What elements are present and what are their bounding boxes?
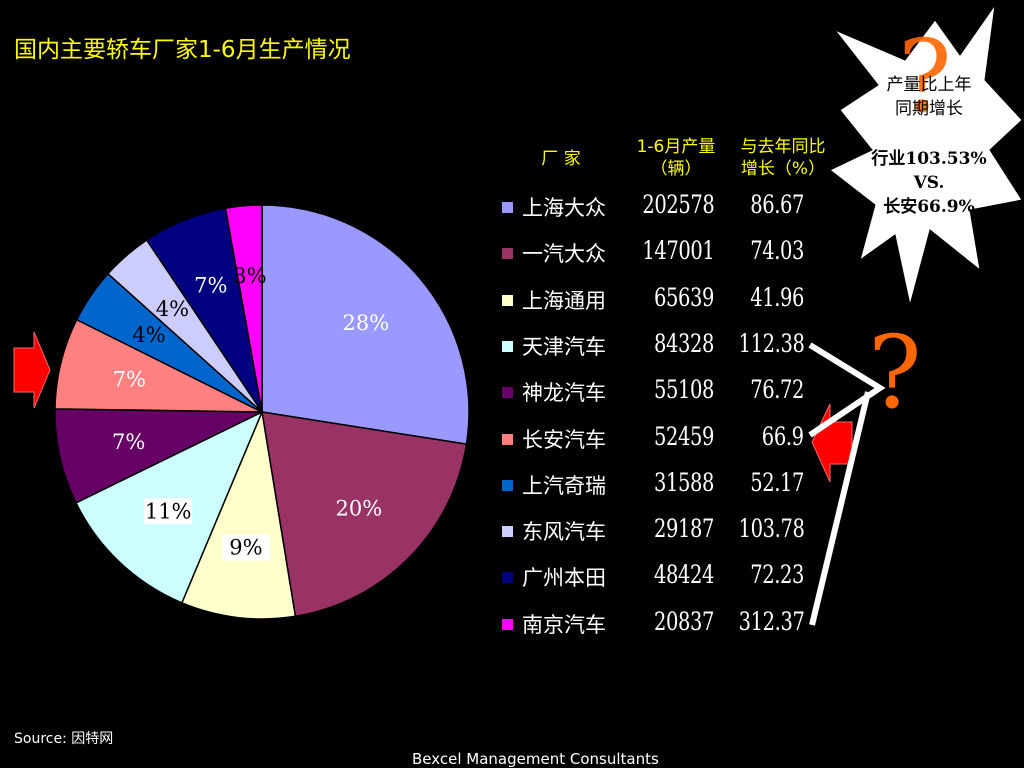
production-value: 147001: [641, 236, 714, 266]
pie-label-5: 7%: [112, 430, 145, 454]
production-value: 65639: [653, 282, 714, 312]
growth-value: 74.03: [750, 236, 804, 266]
maker-name: 天津汽车: [522, 334, 606, 359]
source-note: Source: 因特网: [14, 731, 114, 747]
legend-swatch: [502, 526, 513, 538]
table-row: 天津汽车 84328 112.38: [498, 328, 818, 377]
maker-name: 一汽大众: [522, 242, 606, 267]
legend-swatch: [502, 340, 513, 352]
col-header-growth-line2: 增长（%）: [740, 159, 826, 179]
pie-slice-1: [261, 204, 470, 445]
pie-label-4: 11%: [145, 499, 192, 523]
legend-swatch: [502, 618, 513, 630]
growth-value: 312.37: [738, 606, 804, 636]
col-header-production-line2: （辆）: [650, 159, 702, 179]
production-value: 202578: [641, 190, 714, 219]
callout-line2: 同期增长: [895, 99, 963, 119]
pie-label-bg-3: [221, 534, 270, 561]
legend-swatch: [502, 387, 513, 399]
growth-value: 86.67: [750, 190, 804, 219]
table-row: 上汽奇瑞 31588 52.17: [498, 467, 818, 516]
table-row: 上海大众 202578 86.67: [498, 190, 818, 238]
pie-label-7: 4%: [132, 323, 165, 347]
pie-label-1: 28%: [342, 311, 389, 335]
growth-value: 66.9: [762, 421, 804, 451]
callout-line1: 产量比上年: [886, 75, 972, 95]
legend-swatch: [502, 433, 513, 445]
legend-swatch: [502, 248, 513, 260]
table-row: 东风汽车 29187 103.78: [498, 514, 818, 562]
table-row: 南京汽车 20837 312.37: [498, 606, 818, 655]
maker-name: 上海大众: [522, 196, 606, 220]
pie-slice-2: [261, 411, 468, 618]
pie-label-6: 7%: [113, 368, 146, 392]
question-mark-large: ?: [868, 314, 922, 431]
production-value: 20837: [653, 606, 714, 636]
production-value: 29187: [653, 514, 714, 544]
col-header-growth-line1: 与去年同比: [740, 137, 826, 157]
growth-value: 52.17: [750, 467, 804, 497]
pie-label-8: 4%: [156, 297, 189, 321]
growth-value: 103.78: [738, 514, 804, 544]
table-row: 广州本田 48424 72.23: [498, 560, 818, 608]
legend-swatch: [502, 202, 513, 213]
production-value: 84328: [653, 328, 714, 358]
table-row: 一汽大众 147001 74.03: [498, 236, 818, 284]
pie-label-2: 20%: [336, 496, 383, 520]
legend-swatch: [502, 572, 513, 584]
maker-name: 神龙汽车: [522, 381, 606, 406]
table-row: 上海通用 65639 41.96: [498, 282, 818, 331]
table-row: 长安汽车 52459 66.9: [498, 421, 818, 470]
pie-label-10: 3%: [233, 264, 266, 288]
pie-slice-5: [54, 408, 263, 504]
pie-slice-3: [180, 409, 297, 620]
callout-line4: VS.: [913, 173, 945, 193]
col-header-production: 1-6月产量 （辆）: [622, 136, 730, 180]
callout-line5: 长安66.9%: [883, 197, 975, 217]
col-header-growth: 与去年同比 增长（%）: [728, 136, 838, 180]
callout-line3: 行业103.53%: [871, 149, 987, 169]
maker-name: 广州本田: [522, 566, 606, 591]
production-value: 48424: [653, 560, 714, 590]
growth-value: 72.23: [750, 560, 804, 590]
legend-swatch: [502, 479, 513, 491]
pie-label-3: 9%: [229, 536, 262, 560]
pie-label-9: 7%: [194, 273, 227, 297]
maker-name: 上汽奇瑞: [522, 473, 606, 498]
production-value: 52459: [653, 421, 714, 451]
growth-value: 41.96: [750, 282, 804, 312]
col-header-maker: 厂 家: [541, 149, 581, 169]
pie-label-bg-4: [144, 498, 193, 525]
question-mark-small: ?: [898, 18, 952, 135]
pie-slice-10: [224, 204, 263, 413]
footer: Bexcel Management Consultants: [412, 750, 659, 768]
growth-value: 76.72: [750, 375, 804, 405]
maker-name: 东风汽车: [522, 520, 606, 545]
production-value: 31588: [653, 467, 714, 497]
growth-value: 112.38: [738, 328, 804, 358]
col-header-production-line1: 1-6月产量: [636, 137, 716, 157]
table-row: 神龙汽车 55108 76.72: [498, 375, 818, 423]
page-title: 国内主要轿车厂家1-6月生产情况: [14, 37, 351, 63]
maker-name: 上海通用: [522, 288, 606, 313]
maker-name: 南京汽车: [522, 612, 606, 637]
maker-name: 长安汽车: [522, 427, 606, 452]
legend-swatch: [502, 294, 513, 306]
production-value: 55108: [653, 375, 714, 405]
